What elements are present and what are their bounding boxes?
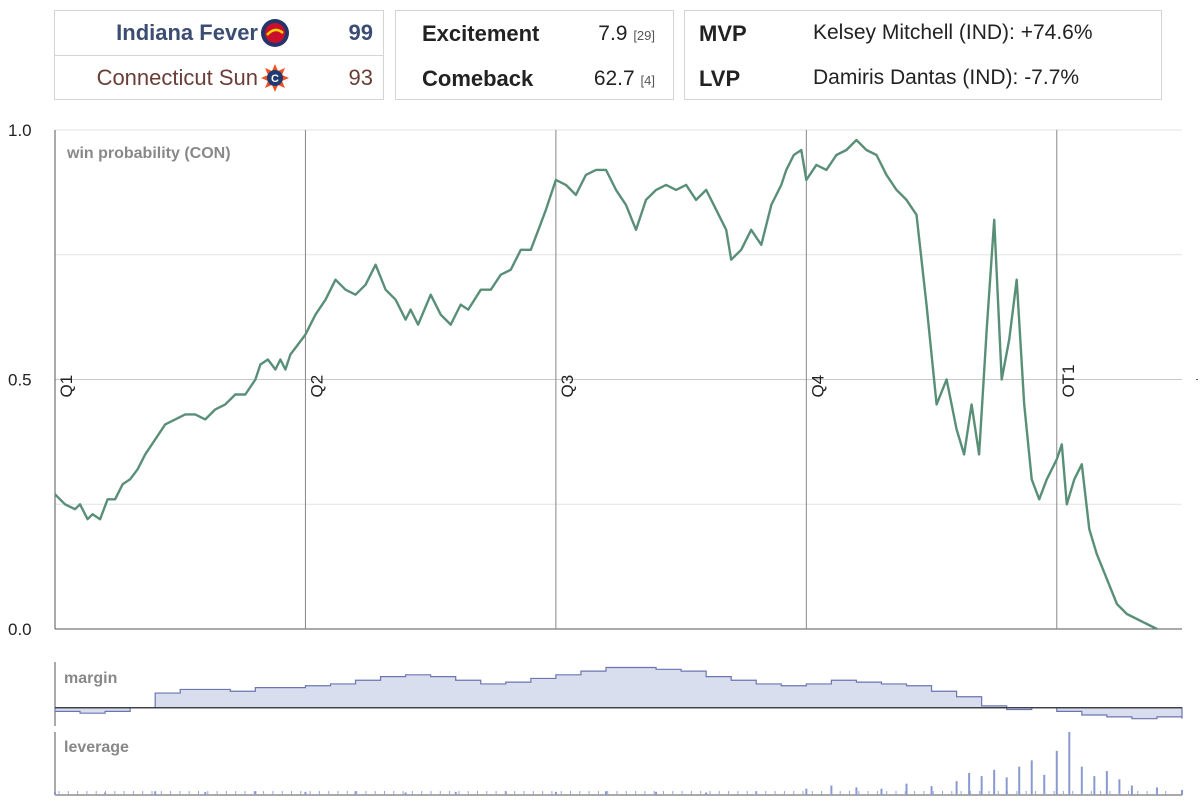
home-team-score: 99	[348, 20, 373, 45]
quarter-label-Q3: Q3	[558, 375, 577, 398]
lvp-value[interactable]: Damiris Dantas (IND): -7.7%	[813, 66, 1080, 89]
chart-title: win probability (CON)	[66, 145, 231, 162]
excitement-comeback-box: Excitement 7.9 [29] Comeback 62.7 [4]	[395, 10, 674, 100]
quarter-label-Q1: Q1	[57, 375, 76, 398]
y-tick-label-0.5: 0.5	[8, 371, 32, 390]
scoreboard: Indiana Fever 99 Connecticut Sun C 93	[54, 10, 384, 100]
mvp-label: MVP	[699, 21, 747, 46]
excitement-rank[interactable]: [29]	[633, 28, 655, 43]
away-team-name[interactable]: Connecticut Sun	[96, 65, 258, 90]
quarter-label-Q4: Q4	[808, 375, 827, 398]
excitement-label: Excitement	[422, 21, 540, 46]
home-team-row: Indiana Fever 99	[55, 11, 383, 56]
win-probability-series-line	[54, 138, 1158, 631]
comeback-row: Comeback 62.7 [4]	[396, 56, 673, 100]
svg-text:C: C	[271, 73, 279, 85]
y-tick-label-0.0: 0.0	[8, 620, 32, 639]
excitement-value-wrap: 7.9 [29]	[598, 22, 655, 46]
y-tick-label-1.0: 1.0	[8, 121, 32, 140]
leverage-title: leverage	[64, 739, 129, 756]
indiana-fever-logo-icon	[261, 19, 289, 47]
mvp-value[interactable]: Kelsey Mitchell (IND): +74.6%	[813, 21, 1093, 44]
away-team-score: 93	[348, 65, 373, 90]
quarter-label-Q2: Q2	[307, 375, 326, 398]
excitement-row: Excitement 7.9 [29]	[396, 11, 673, 55]
margin-title: margin	[64, 670, 117, 687]
mvp-lvp-box: MVP Kelsey Mitchell (IND): +74.6% LVP Da…	[684, 10, 1162, 100]
lvp-row: LVP Damiris Dantas (IND): -7.7%	[685, 56, 1161, 100]
lvp-label: LVP	[699, 66, 741, 91]
connecticut-sun-logo-icon: C	[261, 64, 289, 92]
margin-series-area	[54, 666, 1183, 720]
comeback-value-wrap: 62.7 [4]	[594, 67, 655, 91]
comeback-label: Comeback	[422, 66, 534, 91]
comeback-rank[interactable]: [4]	[640, 73, 655, 88]
home-team-name[interactable]: Indiana Fever	[116, 20, 258, 45]
mvp-row: MVP Kelsey Mitchell (IND): +74.6%	[685, 11, 1161, 55]
comeback-value: 62.7	[593, 67, 635, 90]
quarter-label-OT1: OT1	[1059, 364, 1078, 397]
away-team-row: Connecticut Sun C 93	[55, 56, 383, 100]
excitement-value: 7.9	[598, 22, 628, 45]
